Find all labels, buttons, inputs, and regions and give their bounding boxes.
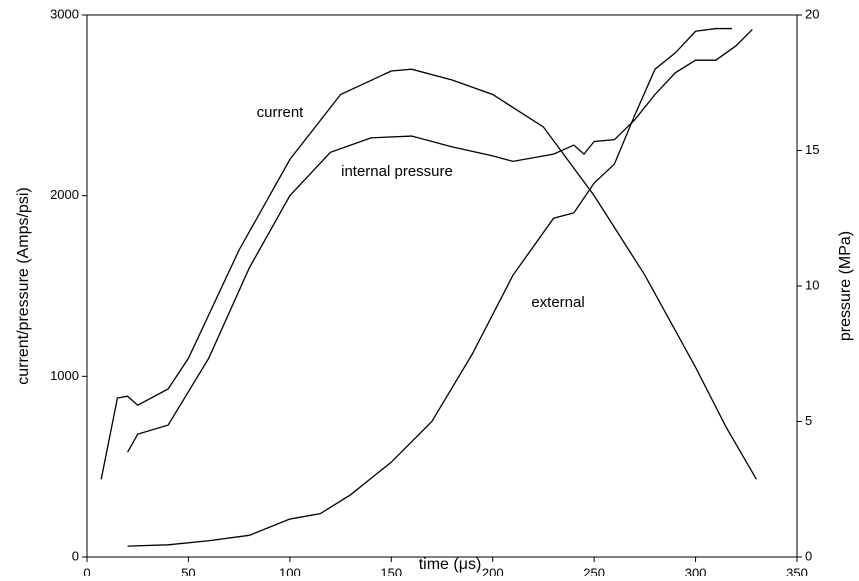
x-tick-label: 100 bbox=[279, 565, 301, 576]
y-tick-label: 0 bbox=[72, 548, 79, 563]
annotation: current bbox=[257, 104, 305, 121]
plot-frame bbox=[86, 14, 798, 558]
x-tick-label: 300 bbox=[685, 565, 707, 576]
annotation: external bbox=[531, 294, 584, 311]
y-axis-label: current/pressure (Amps/psi) bbox=[15, 187, 32, 384]
y-tick-label: 2000 bbox=[50, 187, 79, 202]
y2-tick-label: 5 bbox=[805, 413, 812, 428]
x-tick-label: 350 bbox=[786, 565, 808, 576]
x-tick-label: 200 bbox=[482, 565, 504, 576]
y2-tick-label: 0 bbox=[805, 548, 812, 563]
y2-axis-label: pressure (MPa) bbox=[837, 231, 854, 341]
x-tick-label: 0 bbox=[83, 565, 90, 576]
x-tick-label: 250 bbox=[583, 565, 605, 576]
x-tick-label: 50 bbox=[181, 565, 195, 576]
x-tick-label: 150 bbox=[380, 565, 402, 576]
y2-tick-label: 10 bbox=[805, 277, 819, 292]
line bbox=[100, 68, 757, 480]
y-tick-label: 1000 bbox=[50, 368, 79, 383]
y2-tick-label: 15 bbox=[805, 142, 819, 157]
line bbox=[127, 28, 753, 453]
y2-tick-label: 20 bbox=[805, 6, 819, 21]
line bbox=[127, 27, 733, 547]
y-tick-label: 3000 bbox=[50, 6, 79, 21]
annotation: internal pressure bbox=[341, 163, 453, 180]
x-axis-label: time (μs) bbox=[419, 556, 482, 573]
